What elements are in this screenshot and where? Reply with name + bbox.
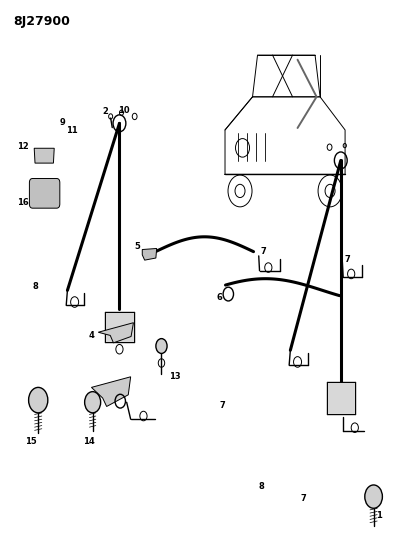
Polygon shape xyxy=(91,377,131,407)
Text: 7: 7 xyxy=(301,494,307,503)
Text: 2: 2 xyxy=(102,107,108,116)
Text: 7: 7 xyxy=(261,247,266,256)
Circle shape xyxy=(85,392,101,413)
Text: 1: 1 xyxy=(376,511,382,520)
Polygon shape xyxy=(327,382,355,414)
Text: 14: 14 xyxy=(83,437,95,446)
Text: 8: 8 xyxy=(33,282,38,291)
Text: 3: 3 xyxy=(87,404,93,413)
Text: 7: 7 xyxy=(345,255,351,264)
Text: 5: 5 xyxy=(135,243,141,252)
Polygon shape xyxy=(34,148,54,163)
Circle shape xyxy=(365,485,382,508)
Circle shape xyxy=(29,387,48,413)
Text: 13: 13 xyxy=(169,372,180,381)
Text: 8: 8 xyxy=(259,482,265,491)
Text: 9: 9 xyxy=(60,118,65,127)
Polygon shape xyxy=(142,248,157,260)
Text: 10: 10 xyxy=(118,106,129,115)
Polygon shape xyxy=(98,322,133,343)
Text: 7: 7 xyxy=(219,401,225,410)
Text: 6: 6 xyxy=(217,293,223,302)
Text: 15: 15 xyxy=(25,437,36,446)
Text: 4: 4 xyxy=(88,331,94,340)
FancyBboxPatch shape xyxy=(29,179,60,208)
Text: 12: 12 xyxy=(17,142,29,151)
Polygon shape xyxy=(105,312,134,342)
Text: 16: 16 xyxy=(17,198,29,207)
Text: 11: 11 xyxy=(66,126,77,135)
Circle shape xyxy=(156,338,167,353)
Text: 8J27900: 8J27900 xyxy=(13,14,70,28)
